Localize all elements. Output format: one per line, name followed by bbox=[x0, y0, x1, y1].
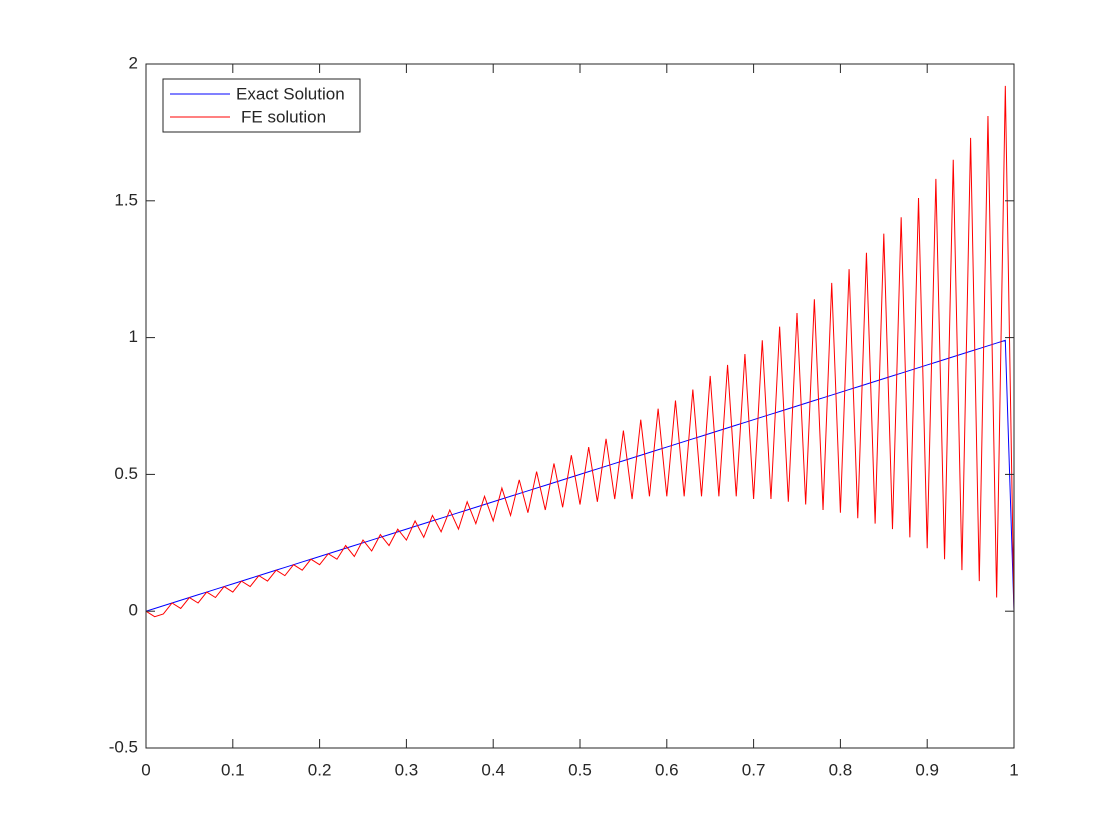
y-tick-label: 1.5 bbox=[114, 190, 138, 209]
x-tick-label: 0.3 bbox=[395, 760, 419, 779]
y-tick-label: -0.5 bbox=[109, 737, 138, 756]
legend-label: FE solution bbox=[241, 107, 326, 126]
x-tick-label: 0.5 bbox=[568, 760, 592, 779]
x-tick-label: 0.8 bbox=[829, 760, 853, 779]
x-tick-label: 0.6 bbox=[655, 760, 679, 779]
series-line bbox=[145, 85, 1015, 618]
y-tick-label: 1 bbox=[129, 327, 138, 346]
x-tick-label: 1 bbox=[1009, 760, 1018, 779]
legend: Exact Solution FE solution bbox=[162, 78, 361, 133]
x-tick-label: 0 bbox=[141, 760, 150, 779]
legend-label: Exact Solution bbox=[236, 84, 345, 103]
x-tick-label: 0.4 bbox=[481, 760, 505, 779]
x-tick-label: 0.2 bbox=[308, 760, 332, 779]
series-line bbox=[145, 339, 1015, 612]
y-tick-label: 0 bbox=[129, 601, 138, 620]
x-tick-label: 0.9 bbox=[915, 760, 939, 779]
plot-area bbox=[146, 64, 1014, 748]
y-tick-label: 0.5 bbox=[114, 464, 138, 483]
y-tick-label: 2 bbox=[129, 53, 138, 72]
x-tick-label: 0.7 bbox=[742, 760, 766, 779]
x-tick-label: 0.1 bbox=[221, 760, 245, 779]
legend-box bbox=[162, 78, 361, 133]
